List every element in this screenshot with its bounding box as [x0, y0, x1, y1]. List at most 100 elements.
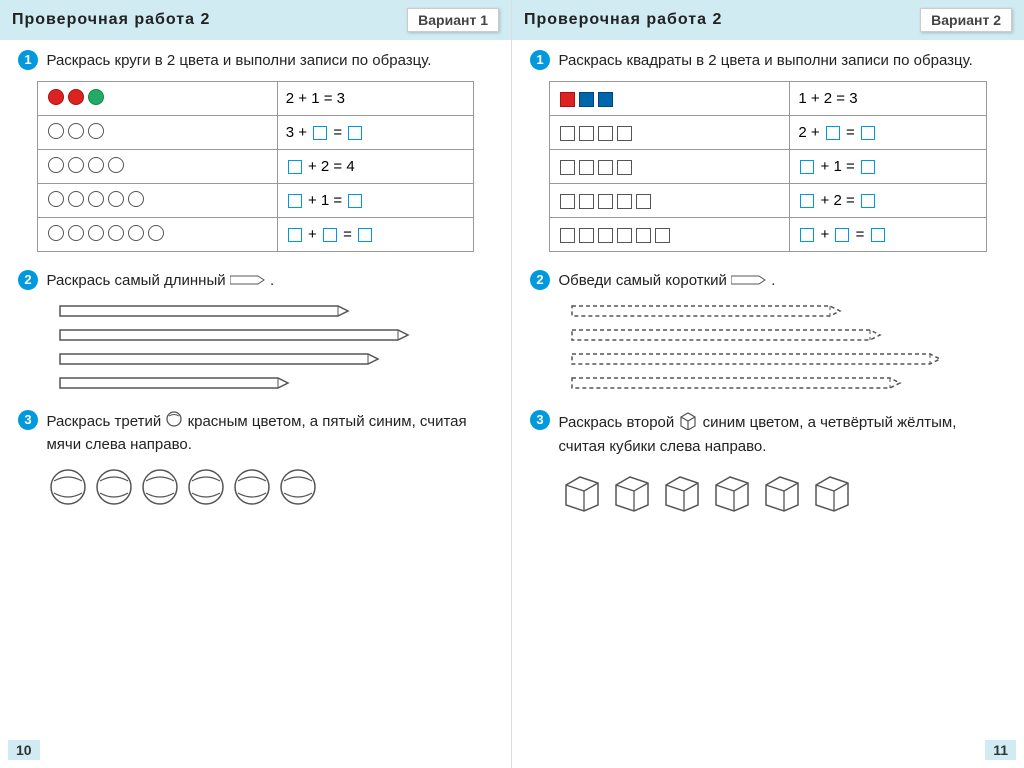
circle-shape[interactable]	[88, 191, 104, 207]
square-shape[interactable]	[579, 126, 594, 141]
cube-shape[interactable]	[560, 469, 604, 513]
circle-shape[interactable]	[68, 123, 84, 139]
answer-box[interactable]	[800, 160, 814, 174]
circle-shape[interactable]	[48, 89, 64, 105]
task2-text: Обведи самый короткий	[558, 272, 726, 289]
square-shape[interactable]	[579, 194, 594, 209]
pencil-shape[interactable]	[570, 350, 942, 368]
square-shape[interactable]	[598, 228, 613, 243]
squares-table: 1 + 2 = 32 + = + 1 = + 2 = + =	[549, 81, 987, 252]
circle-shape[interactable]	[108, 157, 124, 173]
task-number-badge: 1	[530, 50, 550, 70]
circle-shape[interactable]	[128, 225, 144, 241]
square-shape[interactable]	[617, 194, 632, 209]
square-shape[interactable]	[560, 92, 575, 107]
square-shape[interactable]	[579, 160, 594, 175]
equation-cell: + 1 =	[790, 150, 987, 184]
square-shape[interactable]	[636, 228, 651, 243]
left-variant-badge: Вариант 1	[407, 8, 499, 32]
cube-shape[interactable]	[760, 469, 804, 513]
answer-box[interactable]	[358, 228, 372, 242]
pencil-shape[interactable]	[58, 302, 350, 320]
circle-shape[interactable]	[88, 157, 104, 173]
square-shape[interactable]	[598, 160, 613, 175]
circle-shape[interactable]	[68, 157, 84, 173]
ball-shape[interactable]	[48, 467, 88, 507]
square-shape[interactable]	[579, 92, 594, 107]
circle-shape[interactable]	[48, 191, 64, 207]
circle-shape[interactable]	[48, 225, 64, 241]
answer-box[interactable]	[323, 228, 337, 242]
ball-shape[interactable]	[278, 467, 318, 507]
answer-box[interactable]	[348, 194, 362, 208]
ball-shape[interactable]	[140, 467, 180, 507]
equation-cell: + 1 =	[277, 184, 473, 218]
circle-shape[interactable]	[68, 225, 84, 241]
cube-shape[interactable]	[810, 469, 854, 513]
pencils-group	[570, 302, 1006, 392]
answer-box[interactable]	[800, 194, 814, 208]
answer-box[interactable]	[288, 194, 302, 208]
ball-shape[interactable]	[232, 467, 272, 507]
square-shape[interactable]	[560, 194, 575, 209]
answer-box[interactable]	[288, 160, 302, 174]
circle-shape[interactable]	[68, 89, 84, 105]
square-shape[interactable]	[560, 160, 575, 175]
circle-shape[interactable]	[148, 225, 164, 241]
answer-box[interactable]	[861, 194, 875, 208]
square-shape[interactable]	[617, 228, 632, 243]
answer-box[interactable]	[313, 126, 327, 140]
left-task-2: 2 Раскрась самый длинный .	[18, 270, 493, 392]
ball-shape[interactable]	[94, 467, 134, 507]
task3-text-a: Раскрась второй	[558, 414, 678, 431]
square-shape[interactable]	[560, 126, 575, 141]
pencil-shape[interactable]	[58, 326, 410, 344]
cube-shape[interactable]	[610, 469, 654, 513]
task-number-badge: 1	[18, 50, 38, 70]
square-shape[interactable]	[560, 228, 575, 243]
square-shape[interactable]	[598, 92, 613, 107]
answer-box[interactable]	[288, 228, 302, 242]
answer-box[interactable]	[835, 228, 849, 242]
pencil-shape[interactable]	[570, 374, 902, 392]
square-shape[interactable]	[617, 160, 632, 175]
answer-box[interactable]	[871, 228, 885, 242]
answer-box[interactable]	[348, 126, 362, 140]
circle-shape[interactable]	[48, 123, 64, 139]
right-header: Проверочная работа 2 Вариант 2	[512, 0, 1024, 40]
square-shape[interactable]	[579, 228, 594, 243]
circles-table: 2 + 1 = 33 + = + 2 = 4 + 1 = + =	[37, 81, 474, 252]
cube-shape[interactable]	[660, 469, 704, 513]
circle-shape[interactable]	[88, 89, 104, 105]
square-shape[interactable]	[598, 194, 613, 209]
circle-shape[interactable]	[128, 191, 144, 207]
task-instruction: Раскрась второй синим цветом, а четвёрты…	[558, 410, 1004, 457]
answer-box[interactable]	[861, 126, 875, 140]
task-number-badge: 2	[18, 270, 38, 290]
ball-shape[interactable]	[186, 467, 226, 507]
page-number-right: 11	[985, 740, 1016, 760]
circle-shape[interactable]	[88, 225, 104, 241]
square-shape[interactable]	[636, 194, 651, 209]
pencil-shape[interactable]	[570, 326, 882, 344]
answer-box[interactable]	[826, 126, 840, 140]
cube-shape[interactable]	[710, 469, 754, 513]
page-spread: Проверочная работа 2 Вариант 1 1 Раскрас…	[0, 0, 1024, 768]
pencil-shape[interactable]	[58, 374, 290, 392]
equation-cell: 2 + 1 = 3	[277, 82, 473, 116]
square-shape[interactable]	[617, 126, 632, 141]
answer-box[interactable]	[861, 160, 875, 174]
equation-cell: + =	[790, 218, 987, 252]
square-shape[interactable]	[598, 126, 613, 141]
equation-cell: 1 + 2 = 3	[790, 82, 987, 116]
pencil-shape[interactable]	[570, 302, 842, 320]
circle-shape[interactable]	[108, 191, 124, 207]
circle-shape[interactable]	[88, 123, 104, 139]
pencil-shape[interactable]	[58, 350, 380, 368]
circle-shape[interactable]	[68, 191, 84, 207]
answer-box[interactable]	[800, 228, 814, 242]
circle-shape[interactable]	[48, 157, 64, 173]
task-instruction: Раскрась самый длинный .	[46, 270, 491, 292]
circle-shape[interactable]	[108, 225, 124, 241]
square-shape[interactable]	[655, 228, 670, 243]
